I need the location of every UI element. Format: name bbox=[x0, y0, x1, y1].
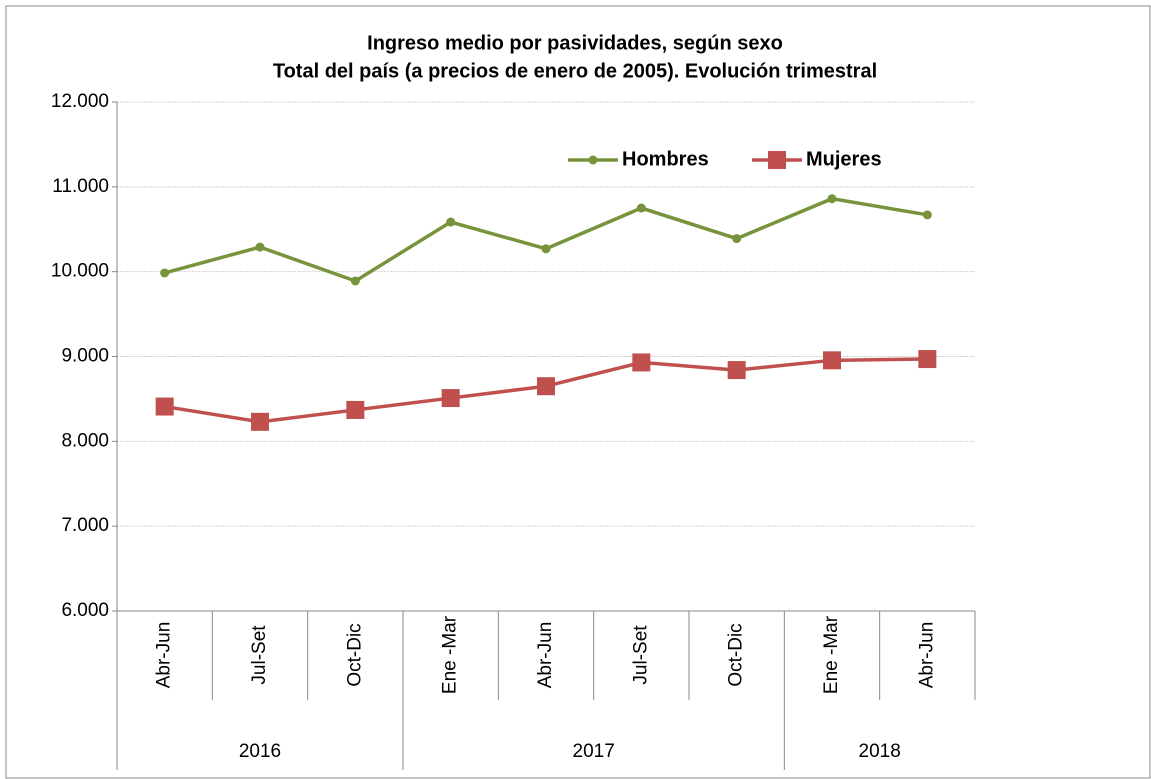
marker bbox=[827, 194, 837, 204]
marker bbox=[632, 353, 651, 372]
x-tick-label: Ene -Mar bbox=[440, 615, 461, 694]
chart-title: Ingreso medio por pasividades, según sex… bbox=[367, 32, 783, 54]
marker bbox=[732, 234, 742, 244]
marker bbox=[823, 351, 841, 370]
chart-subtitle: Total del país (a precios de enero de 20… bbox=[273, 60, 877, 82]
marker bbox=[446, 217, 456, 227]
marker bbox=[541, 244, 551, 254]
legend-marker bbox=[768, 151, 786, 169]
marker bbox=[441, 389, 460, 408]
y-tick-label: 9.000 bbox=[61, 346, 109, 367]
y-tick-label: 6.000 bbox=[61, 600, 109, 621]
y-tick-label: 7.000 bbox=[61, 515, 109, 536]
marker bbox=[155, 397, 174, 416]
legend-marker bbox=[588, 155, 598, 165]
x-tick-label: Abr-Jun bbox=[916, 622, 937, 689]
legend-label: Mujeres bbox=[806, 148, 882, 170]
x-tick-label: Jul-Set bbox=[630, 625, 651, 685]
chart-frame bbox=[5, 5, 1151, 779]
marker bbox=[251, 412, 269, 431]
marker bbox=[918, 350, 937, 369]
marker bbox=[255, 242, 265, 252]
x-tick-label: Ene -Mar bbox=[821, 615, 842, 694]
group-label: 2018 bbox=[859, 741, 901, 762]
group-label: 2017 bbox=[573, 741, 615, 762]
y-tick-label: 11.000 bbox=[52, 176, 109, 197]
marker bbox=[346, 400, 365, 419]
legend-label: Hombres bbox=[622, 148, 709, 170]
marker bbox=[350, 276, 360, 286]
marker bbox=[636, 203, 646, 213]
x-tick-label: Abr-Jun bbox=[154, 622, 175, 689]
marker bbox=[922, 210, 932, 220]
marker bbox=[727, 361, 746, 380]
x-tick-label: Oct-Dic bbox=[726, 623, 747, 686]
y-tick-label: 12.000 bbox=[51, 91, 109, 112]
x-tick-label: Oct-Dic bbox=[344, 623, 365, 686]
y-tick-label: 8.000 bbox=[61, 430, 109, 451]
group-label: 2016 bbox=[239, 741, 281, 762]
x-tick-label: Jul-Set bbox=[249, 625, 270, 685]
y-tick-label: 10.000 bbox=[51, 261, 109, 282]
marker bbox=[537, 377, 555, 396]
marker bbox=[160, 268, 170, 278]
x-tick-label: Abr-Jun bbox=[535, 622, 556, 689]
